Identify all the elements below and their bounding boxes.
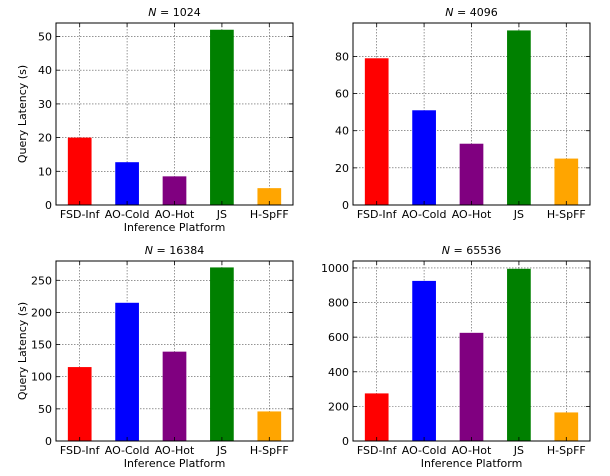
x-tick-label: JS [216, 208, 227, 221]
bar-ao-hot [459, 143, 484, 205]
x-tick-label: H-SpFF [250, 444, 289, 457]
x-tick-label: AO-Cold [402, 444, 447, 457]
x-tick-label: AO-Hot [452, 444, 492, 457]
x-tick-label: AO-Cold [402, 208, 447, 221]
bar-fsd-inf [364, 393, 389, 441]
y-tick-label: 0 [342, 199, 349, 212]
x-tick-label: JS [513, 444, 524, 457]
x-tick-label: H-SpFF [547, 444, 586, 457]
y-tick-label: 10 [38, 165, 52, 178]
bar-ao-hot [162, 176, 187, 205]
y-tick-label: 50 [38, 403, 52, 416]
bar-js [507, 268, 531, 441]
bar-ao-hot [162, 351, 187, 441]
y-tick-label: 50 [38, 30, 52, 43]
x-tick-label: AO-Cold [105, 444, 150, 457]
x-tick-label: AO-Hot [155, 208, 195, 221]
y-tick-label: 20 [38, 132, 52, 145]
bar-fsd-inf [67, 367, 92, 441]
panel-title-value: 4096 [470, 6, 498, 19]
panel-title-value: 16384 [169, 244, 204, 257]
y-tick-label: 250 [31, 274, 52, 287]
y-tick-label: 150 [31, 339, 52, 352]
x-tick-label: FSD-Inf [357, 208, 398, 221]
panel-title-variable: N [148, 6, 156, 19]
panel-title-value: 1024 [173, 6, 201, 19]
y-axis-label: Query Latency (s) [16, 65, 29, 163]
panel-title: N = 1024 [148, 6, 200, 19]
y-tick-label: 40 [335, 125, 349, 138]
bar-fsd-inf [364, 58, 389, 206]
y-tick-label: 40 [38, 64, 52, 77]
chart-panel-4: 0 200 400 600 800 1000 FSD-Inf AO-Cold AO-Hot JS H… [321, 244, 591, 470]
panel-title-equals: = [153, 244, 169, 257]
x-tick-label: JS [216, 444, 227, 457]
panel-title: N = 16384 [145, 244, 204, 257]
panel-title-variable: N [145, 244, 153, 257]
panel-title-equals: = [450, 244, 466, 257]
bar-js [210, 267, 234, 441]
x-tick-label: FSD-Inf [60, 208, 101, 221]
y-axis-label: Query Latency (s) [16, 302, 29, 400]
panel-title-equals: = [157, 6, 173, 19]
bar-h-spff [554, 412, 579, 441]
chart-panel-2: 0 20 40 60 80 FSD-Inf AO-Cold AO-Hot JS H-SpFF N =… [335, 6, 591, 221]
bar-ao-cold [115, 162, 139, 205]
y-tick-label: 0 [45, 199, 52, 212]
x-tick-label: AO-Hot [155, 444, 195, 457]
bar-js [507, 30, 531, 205]
bar-fsd-inf [67, 137, 92, 205]
x-tick-label: FSD-Inf [60, 444, 101, 457]
bar-ao-cold [115, 302, 139, 441]
x-axis-label: Inference Platform [421, 457, 523, 470]
x-tick-label: AO-Hot [452, 208, 492, 221]
x-tick-label: FSD-Inf [357, 444, 398, 457]
y-tick-label: 200 [328, 400, 349, 413]
panel-title: N = 4096 [445, 6, 497, 19]
x-tick-label: H-SpFF [250, 208, 289, 221]
panel-title-value: 65536 [466, 244, 501, 257]
chart-panel-3: 0 50 100 150 200 250 FSD-Inf AO-Cold AO-Hot JS H-S… [16, 244, 294, 470]
y-tick-label: 0 [45, 435, 52, 448]
x-tick-label: JS [513, 208, 524, 221]
bar-ao-hot [459, 332, 484, 441]
x-tick-label: AO-Cold [105, 208, 150, 221]
panel-title-equals: = [454, 6, 470, 19]
y-tick-label: 100 [31, 371, 52, 384]
bar-js [210, 29, 234, 206]
x-axis-label: Inference Platform [124, 221, 226, 234]
y-tick-label: 200 [31, 306, 52, 319]
x-axis-label: Inference Platform [124, 457, 226, 470]
bar-h-spff [257, 188, 282, 205]
y-tick-label: 600 [328, 331, 349, 344]
y-tick-label: 800 [328, 297, 349, 310]
panel-title-variable: N [442, 244, 450, 257]
y-tick-label: 30 [38, 98, 52, 111]
x-tick-label: H-SpFF [547, 208, 586, 221]
bar-h-spff [257, 411, 282, 441]
y-tick-label: 80 [335, 50, 349, 63]
panel-title: N = 65536 [442, 244, 501, 257]
bar-h-spff [554, 158, 579, 205]
bar-ao-cold [412, 110, 436, 205]
panel-title-variable: N [445, 6, 453, 19]
y-tick-label: 20 [335, 162, 349, 175]
y-tick-label: 1000 [321, 262, 349, 275]
chart-panel-1: 0 10 20 30 40 50 FSD-Inf AO-Cold AO-Hot JS H-SpFF N… [16, 6, 294, 234]
bar-ao-cold [412, 280, 436, 441]
y-tick-label: 400 [328, 366, 349, 379]
y-tick-label: 0 [342, 435, 349, 448]
y-tick-label: 60 [335, 88, 349, 101]
